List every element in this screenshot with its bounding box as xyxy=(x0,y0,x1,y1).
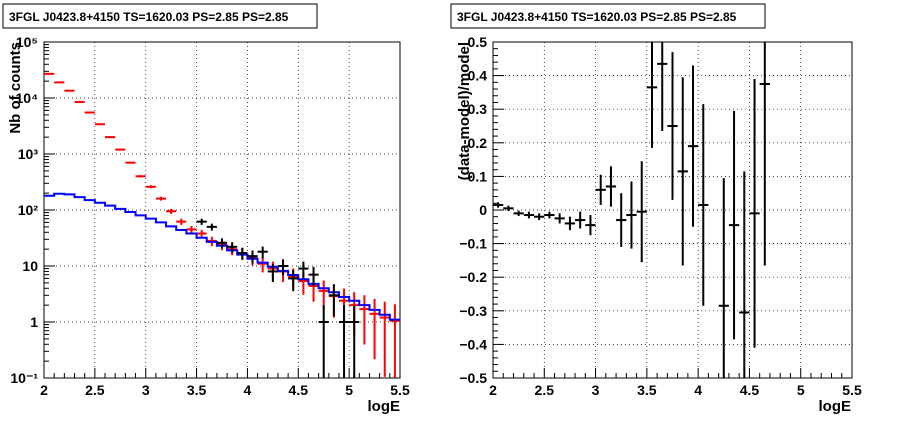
residual-title-frame xyxy=(450,3,766,29)
residual-ticks: 2 2.5 3 3.5 4 4.5 5 5.5 −0.5 −0.4 −0.3 −0.2 −0.1 0 0.1… xyxy=(459,34,862,398)
residual-x-tick-label: 4.5 xyxy=(740,382,760,398)
residual-x-tick-label: 5 xyxy=(797,382,805,398)
residual-x-label: logE xyxy=(819,398,852,415)
residual-x-tick-label: 5.5 xyxy=(842,382,862,398)
counts-x-tick-label: 2 xyxy=(40,382,48,398)
counts-marks xyxy=(44,72,400,378)
residual-y-tick-label: −0.4 xyxy=(459,336,487,352)
counts-x-tick-label: 3 xyxy=(142,382,150,398)
residual-grid xyxy=(493,42,852,378)
counts-title-box: 3FGL J0423.8+4150 TS=1620.03 PS=2.85 PS=… xyxy=(2,3,318,29)
residual-y-tick-label: −0.1 xyxy=(459,236,487,252)
counts-title: 3FGL J0423.8+4150 TS=1620.03 PS=2.85 PS=… xyxy=(9,10,289,24)
residual-y-tick-label: −0.3 xyxy=(459,303,487,319)
residual-title-box: 3FGL J0423.8+4150 TS=1620.03 PS=2.85 PS=… xyxy=(450,3,766,29)
residual-marks xyxy=(493,42,770,378)
counts-x-tick-label: 5.5 xyxy=(390,382,410,398)
residual-y-tick-label: 0 xyxy=(479,202,487,218)
residual-x-tick-label: 3.5 xyxy=(637,382,657,398)
counts-x-tick-label: 2.5 xyxy=(85,382,105,398)
counts-y-tick-label: 10 xyxy=(22,258,38,274)
counts-x-tick-label: 4 xyxy=(244,382,252,398)
counts-ticks: 2 2.5 3 3.5 4 4.5 5 5.5 10⁻¹ 1 10 10² 10³ 10⁴ 10⁵ xyxy=(10,34,410,398)
residual-x-tick-label: 4 xyxy=(694,382,702,398)
residual-y-tick-label: 0.5 xyxy=(468,34,488,50)
counts-y-tick-label: 10⁵ xyxy=(16,34,38,50)
counts-y-tick-label: 10⁻¹ xyxy=(10,370,38,386)
residual-y-tick-label: −0.2 xyxy=(459,269,487,285)
residual-x-tick-label: 2 xyxy=(489,382,497,398)
counts-x-label: logE xyxy=(368,398,401,415)
counts-y-tick-label: 10² xyxy=(18,202,39,218)
residual-y-tick-label: 0.2 xyxy=(468,135,488,151)
counts-y-tick-label: 10³ xyxy=(18,146,39,162)
residual-x-tick-label: 2.5 xyxy=(535,382,555,398)
residual-y-label: (data-model)/model xyxy=(456,42,473,180)
counts-x-tick-label: 4.5 xyxy=(289,382,309,398)
counts-panel: 2 2.5 3 3.5 4 4.5 5 5.5 10⁻¹ 1 10 10² 10³ 10⁴ 10⁵ 3FGL… xyxy=(2,3,410,415)
residual-y-tick-label: 0.1 xyxy=(468,168,488,184)
residual-y-tick-label: −0.5 xyxy=(459,370,487,386)
residual-y-tick-label: 0.4 xyxy=(468,68,488,84)
counts-y-tick-label: 10⁴ xyxy=(16,90,39,106)
residual-y-tick-label: 0.3 xyxy=(468,101,488,117)
residual-x-tick-label: 3 xyxy=(592,382,600,398)
counts-y-label: Nb of counts xyxy=(7,42,24,134)
counts-plot-frame xyxy=(43,41,401,379)
counts-title-frame xyxy=(2,3,318,29)
residual-panel: 2 2.5 3 3.5 4 4.5 5 5.5 −0.5 −0.4 −0.3 −0.2 −0.1 0 0.1… xyxy=(450,3,862,415)
counts-y-tick-label: 1 xyxy=(30,314,38,330)
counts-x-tick-label: 5 xyxy=(345,382,353,398)
counts-x-tick-label: 3.5 xyxy=(187,382,207,398)
residual-title: 3FGL J0423.8+4150 TS=1620.03 PS=2.85 PS=… xyxy=(457,10,737,24)
